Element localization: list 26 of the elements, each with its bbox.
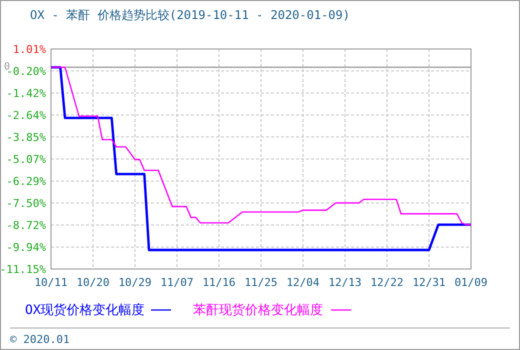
x-tick-label: 11/07 (160, 276, 194, 289)
y-tick-label: -8.72% (6, 219, 46, 232)
y-tick-label: 1.01% (12, 43, 46, 56)
x-tick-label: 12/31 (412, 276, 446, 289)
x-tick-label: 01/09 (454, 276, 488, 289)
y-tick-label: -2.64% (6, 109, 46, 122)
x-tick-label: 10/11 (34, 276, 68, 289)
y-tick-label: -5.07% (6, 153, 46, 166)
y-tick-label: -9.94% (6, 241, 46, 254)
x-tick-label: 10/29 (118, 276, 152, 289)
x-tick-label: 12/13 (328, 276, 362, 289)
y-tick-label: -1.42% (6, 86, 46, 100)
legend-label: OX现货价格变化幅度 (25, 302, 145, 318)
chart-title: OX - 苯酐 价格趋势比较(2019-10-11 - 2020-01-09) (30, 8, 350, 22)
x-tick-label: 11/16 (202, 276, 236, 289)
y-tick-label: -6.29% (6, 175, 46, 188)
x-tick-label: 11/25 (244, 276, 278, 289)
x-tick-label: 12/22 (370, 276, 404, 289)
y-tick-label: -3.85% (6, 130, 46, 144)
ref-line-label: 0 (4, 61, 10, 72)
x-tick-label: 12/04 (286, 276, 320, 289)
y-tick-label: -7.50% (6, 196, 46, 210)
text: © 2020.01 (10, 333, 70, 346)
x-tick-label: 10/20 (76, 276, 110, 289)
legend-label: 苯酐现货价格变化幅度 (193, 302, 323, 318)
y-tick-label: -11.15% (0, 263, 46, 276)
